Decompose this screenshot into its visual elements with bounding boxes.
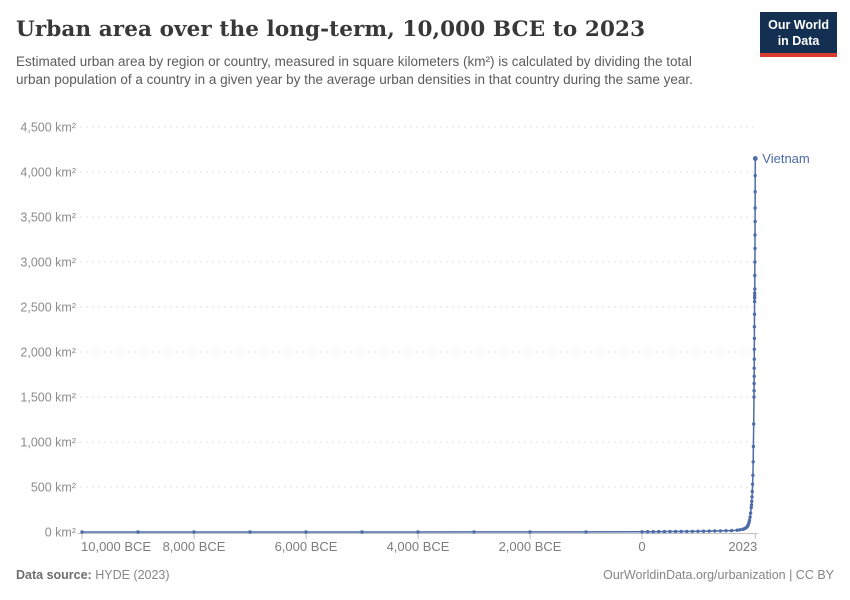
x-axis-tick-label: 10,000 BCE bbox=[81, 539, 151, 554]
data-point[interactable] bbox=[416, 530, 420, 534]
data-point[interactable] bbox=[753, 291, 757, 295]
data-point[interactable] bbox=[701, 529, 706, 533]
data-point[interactable] bbox=[640, 530, 644, 534]
owid-logo[interactable]: Our World in Data bbox=[760, 12, 837, 57]
data-point[interactable] bbox=[753, 173, 757, 178]
data-point[interactable] bbox=[136, 530, 140, 534]
data-point[interactable] bbox=[752, 347, 756, 351]
data-source: Data source: HYDE (2023) bbox=[16, 568, 170, 582]
data-point[interactable] bbox=[679, 529, 683, 534]
data-source-label: Data source: bbox=[16, 568, 92, 582]
data-point[interactable] bbox=[528, 530, 532, 534]
data-point[interactable] bbox=[80, 530, 84, 534]
y-axis-tick-label: 1,000 km² bbox=[20, 436, 76, 450]
owid-logo-line2: in Data bbox=[777, 34, 820, 48]
data-point[interactable] bbox=[747, 518, 752, 522]
chart-subtitle: Estimated urban area by region or countr… bbox=[16, 54, 693, 88]
data-point[interactable] bbox=[752, 395, 756, 399]
y-axis-tick-label: 4,000 km² bbox=[20, 166, 76, 180]
data-point[interactable] bbox=[724, 529, 728, 533]
data-point[interactable] bbox=[749, 506, 753, 510]
data-point[interactable] bbox=[751, 460, 755, 464]
data-point[interactable] bbox=[729, 528, 734, 533]
data-point[interactable] bbox=[750, 495, 754, 499]
data-point[interactable] bbox=[248, 530, 252, 534]
y-axis-tick-label: 3,500 km² bbox=[20, 211, 76, 225]
data-point[interactable] bbox=[752, 366, 756, 370]
x-axis-tick-label: 6,000 BCE bbox=[275, 539, 338, 554]
data-point[interactable] bbox=[748, 511, 753, 515]
data-point[interactable] bbox=[752, 357, 756, 361]
data-point[interactable] bbox=[753, 219, 757, 224]
data-point[interactable] bbox=[718, 529, 723, 533]
data-point[interactable] bbox=[753, 206, 757, 210]
data-point[interactable] bbox=[753, 273, 757, 278]
data-point[interactable] bbox=[735, 528, 739, 532]
data-point-last[interactable] bbox=[752, 156, 758, 161]
data-point[interactable] bbox=[753, 190, 757, 194]
data-point[interactable] bbox=[752, 312, 757, 316]
y-axis-tick-label: 2,500 km² bbox=[20, 301, 76, 315]
data-source-value: HYDE (2023) bbox=[91, 568, 170, 582]
data-point[interactable] bbox=[360, 530, 364, 534]
data-point[interactable] bbox=[685, 529, 689, 534]
data-point[interactable] bbox=[707, 529, 711, 533]
page-title: Urban area over the long-term, 10,000 BC… bbox=[16, 17, 646, 42]
data-point[interactable] bbox=[750, 499, 754, 504]
data-point[interactable] bbox=[752, 381, 756, 386]
data-point[interactable] bbox=[657, 529, 661, 534]
data-point[interactable] bbox=[304, 530, 308, 534]
data-point[interactable] bbox=[192, 530, 196, 534]
data-point[interactable] bbox=[752, 336, 757, 341]
data-point[interactable] bbox=[713, 529, 717, 533]
data-point[interactable] bbox=[753, 287, 757, 291]
data-point[interactable] bbox=[752, 422, 756, 426]
data-point[interactable] bbox=[752, 325, 757, 329]
x-axis-tick-label: 8,000 BCE bbox=[163, 539, 226, 554]
data-point[interactable] bbox=[753, 233, 757, 237]
credit-link[interactable]: OurWorldinData.org/urbanization | CC BY bbox=[603, 568, 834, 582]
data-point[interactable] bbox=[750, 489, 754, 494]
data-point[interactable] bbox=[472, 530, 476, 534]
data-point[interactable] bbox=[690, 529, 695, 534]
data-point[interactable] bbox=[673, 529, 678, 534]
data-point[interactable] bbox=[748, 515, 752, 519]
data-line[interactable] bbox=[81, 157, 757, 533]
x-axis-tick-label: 4,000 BCE bbox=[387, 539, 450, 554]
data-point[interactable] bbox=[751, 473, 755, 477]
y-axis-tick-label: 500 km² bbox=[31, 481, 76, 495]
data-point[interactable] bbox=[750, 482, 755, 486]
data-point[interactable] bbox=[752, 389, 756, 393]
data-point[interactable] bbox=[651, 530, 655, 534]
data-point[interactable] bbox=[753, 294, 757, 298]
y-axis-tick-label: 3,000 km² bbox=[20, 256, 76, 270]
y-axis-tick-label: 2,000 km² bbox=[20, 346, 76, 360]
data-point[interactable] bbox=[752, 299, 757, 304]
data-point[interactable] bbox=[753, 260, 757, 264]
y-axis-tick-label: 1,500 km² bbox=[20, 391, 76, 405]
data-point[interactable] bbox=[753, 246, 757, 251]
owid-logo-line1: Our World bbox=[768, 18, 829, 32]
data-point[interactable] bbox=[645, 530, 650, 534]
entity-label[interactable]: Vietnam bbox=[762, 151, 809, 166]
x-axis-tick-label: 2,000 BCE bbox=[499, 539, 562, 554]
data-point[interactable] bbox=[668, 529, 672, 534]
x-axis-tick-label: 2023 bbox=[728, 539, 757, 554]
x-axis-tick-label: 0 bbox=[638, 539, 645, 554]
y-axis-tick-label: 4,500 km² bbox=[20, 121, 76, 135]
data-point[interactable] bbox=[752, 374, 756, 378]
data-point[interactable] bbox=[584, 530, 588, 534]
data-point[interactable] bbox=[662, 529, 667, 534]
chart-footer: Data source: HYDE (2023) OurWorldinData.… bbox=[16, 568, 834, 582]
data-point[interactable] bbox=[749, 503, 754, 507]
data-point[interactable] bbox=[696, 529, 700, 533]
data-point[interactable] bbox=[751, 444, 756, 449]
y-axis-tick-label: 0 km² bbox=[45, 526, 76, 540]
data-point[interactable] bbox=[738, 528, 742, 532]
